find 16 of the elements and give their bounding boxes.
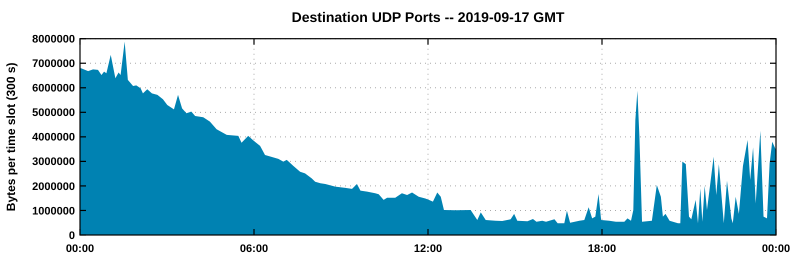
x-tick-label: 12:00 (414, 243, 442, 255)
y-tick-label: 8000000 (32, 34, 75, 46)
y-axis-title: Bytes per time slot (300 s) (4, 62, 18, 212)
y-tick-label: 0 (68, 230, 75, 242)
y-tick-label: 1000000 (32, 205, 75, 218)
y-tick-label: 2000000 (32, 180, 75, 193)
chart-title: Destination UDP Ports -- 2019-09-17 GMT (292, 9, 565, 25)
x-tick-label: 00:00 (66, 243, 94, 255)
y-tick-label: 7000000 (32, 58, 75, 70)
y-tick-label: 6000000 (32, 82, 75, 95)
y-tick-label: 5000000 (32, 107, 75, 120)
y-tick-label: 4000000 (32, 132, 75, 144)
x-tick-label: 00:00 (762, 243, 790, 255)
y-tick-label: 3000000 (32, 156, 75, 168)
x-tick-label: 18:00 (588, 243, 616, 255)
x-tick-label: 06:00 (240, 243, 268, 255)
